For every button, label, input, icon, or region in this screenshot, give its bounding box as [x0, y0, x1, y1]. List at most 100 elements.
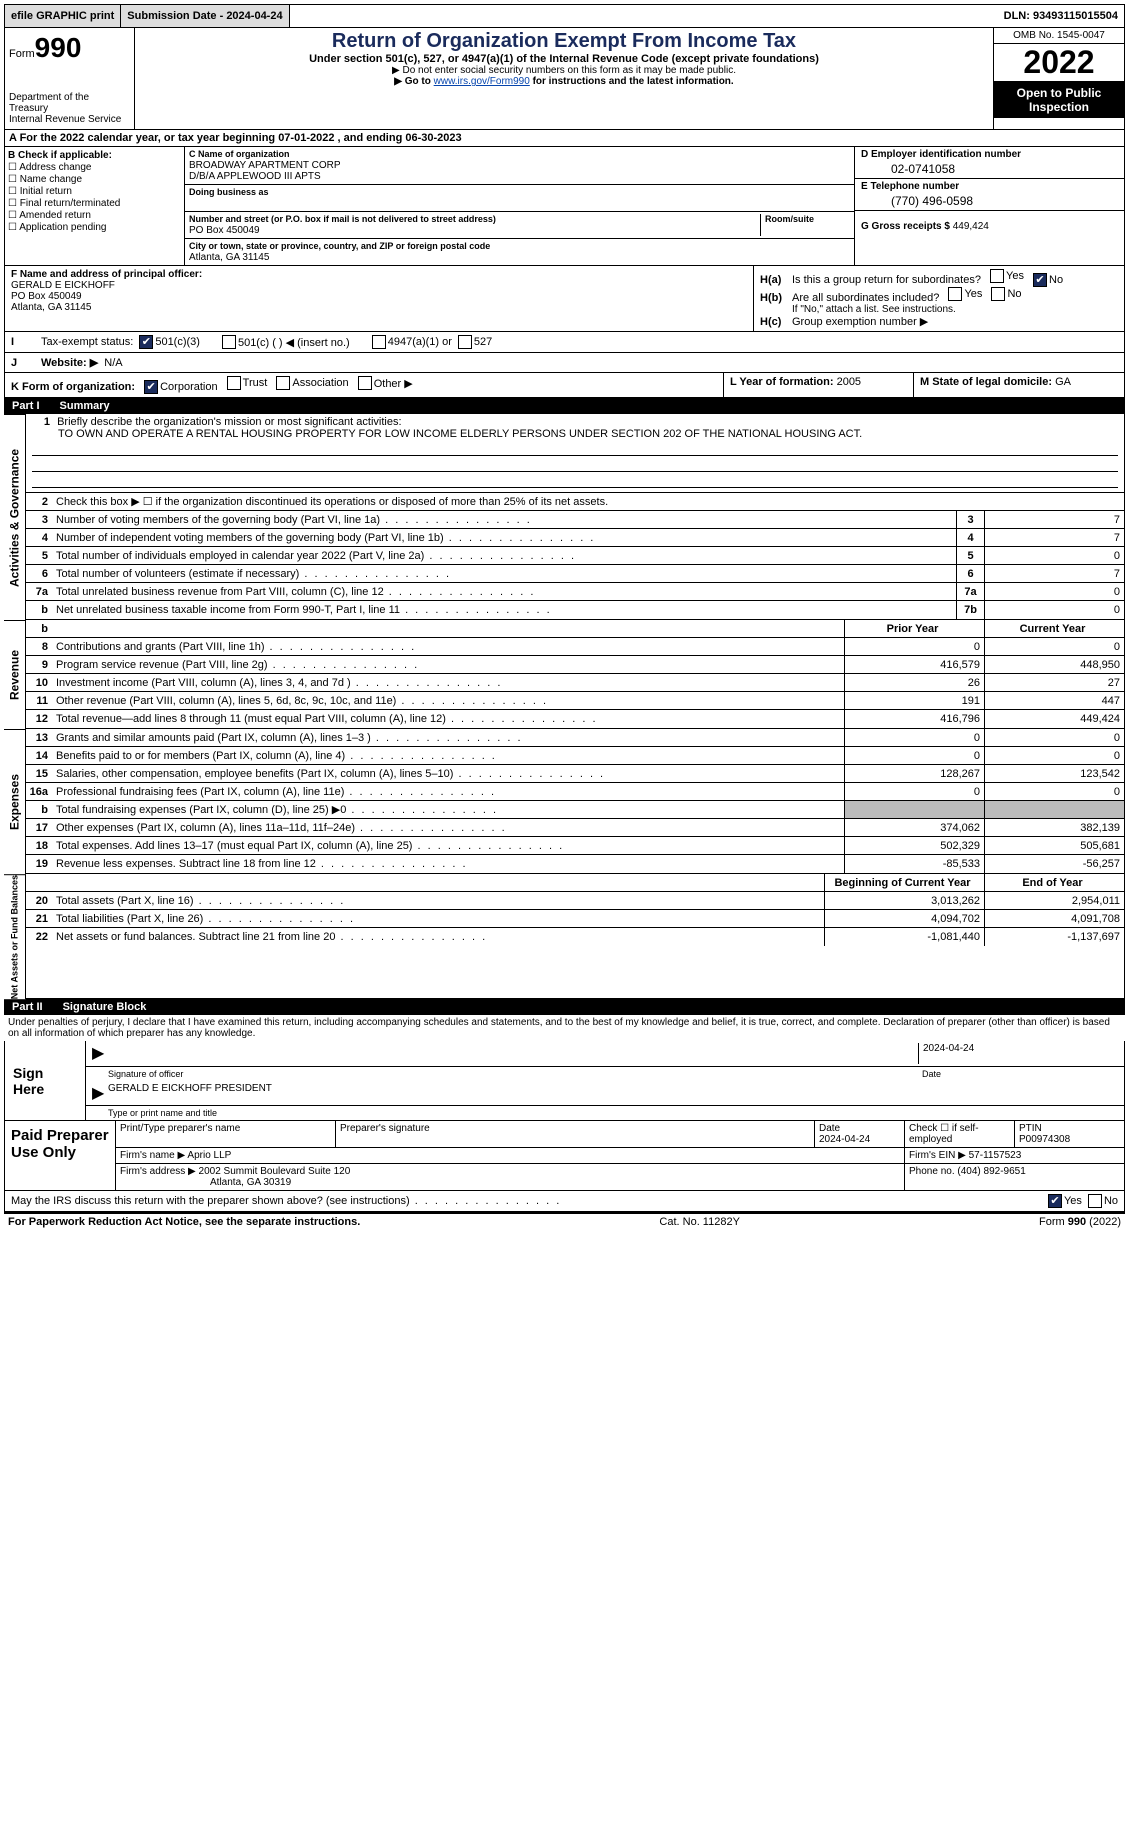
cb-other[interactable]: Other ▶: [356, 376, 413, 390]
cb-address-change[interactable]: ☐ Address change: [8, 162, 181, 173]
firm-addr1: 2002 Summit Boulevard Suite 120: [199, 1166, 351, 1177]
org-dba-name: D/B/A APPLEWOOD III APTS: [189, 171, 321, 182]
discuss-no[interactable]: No: [1086, 1194, 1118, 1208]
cb-corp[interactable]: ✔Corporation: [142, 380, 217, 394]
state-domicile: GA: [1055, 376, 1071, 388]
gross-receipts-value: 449,424: [953, 221, 989, 232]
phone-value: (770) 496-0598: [861, 192, 1118, 208]
omb-number: OMB No. 1545-0047: [994, 28, 1124, 44]
cb-app-pending[interactable]: ☐ Application pending: [8, 222, 181, 233]
open-inspection: Open to Public Inspection: [994, 82, 1124, 118]
data-row: 21 Total liabilities (Part X, line 26) 4…: [26, 910, 1124, 928]
form-number: Form990: [9, 32, 130, 64]
hdr-end: End of Year: [984, 874, 1124, 891]
data-row: 8 Contributions and grants (Part VIII, l…: [26, 638, 1124, 656]
paid-preparer-label: Paid Preparer Use Only: [5, 1121, 115, 1190]
dept-treasury: Department of the Treasury: [9, 92, 130, 114]
data-row: 17 Other expenses (Part IX, column (A), …: [26, 819, 1124, 837]
sig-officer-label: Signature of officer: [108, 1069, 918, 1079]
room-label: Room/suite: [765, 214, 814, 224]
prep-date: 2024-04-24: [819, 1134, 870, 1145]
sign-here-label: Sign Here: [5, 1041, 85, 1120]
officer-signed-name: GERALD E EICKHOFF PRESIDENT: [108, 1083, 272, 1103]
irs-label: Internal Revenue Service: [9, 114, 130, 125]
data-row: 22 Net assets or fund balances. Subtract…: [26, 928, 1124, 946]
top-bar: efile GRAPHIC print Submission Date - 20…: [4, 4, 1125, 28]
firm-phone: (404) 892-9651: [957, 1166, 1025, 1177]
officer-name: GERALD E EICKHOFF: [11, 280, 115, 291]
irs-link[interactable]: www.irs.gov/Form990: [434, 76, 530, 87]
hdr-curr: Current Year: [984, 620, 1124, 637]
cb-name-change[interactable]: ☐ Name change: [8, 174, 181, 185]
ein-value: 02-0741058: [861, 160, 1118, 176]
form-header: Form990 Department of the Treasury Inter…: [4, 28, 1125, 130]
cb-initial-return[interactable]: ☐ Initial return: [8, 186, 181, 197]
dba-label: Doing business as: [189, 187, 269, 197]
hdr-beginning: Beginning of Current Year: [824, 874, 984, 891]
side-governance: Activities & Governance: [4, 414, 26, 620]
gov-row: 6 Total number of volunteers (estimate i…: [26, 565, 1124, 583]
cb-assoc[interactable]: Association: [274, 376, 348, 390]
cb-4947[interactable]: 4947(a)(1) or: [370, 335, 452, 349]
year-formation: 2005: [837, 376, 861, 388]
dln: DLN: 93493115015504: [998, 5, 1124, 27]
gross-receipts-label: G Gross receipts $: [861, 221, 950, 232]
hb-note: If "No," attach a list. See instructions…: [760, 304, 1118, 315]
efile-button[interactable]: efile GRAPHIC print: [5, 5, 121, 27]
side-netassets: Net Assets or Fund Balances: [4, 874, 26, 999]
cb-trust[interactable]: Trust: [225, 376, 268, 390]
self-employed-check[interactable]: Check ☐ if self-employed: [904, 1121, 1014, 1147]
part1-header: Part ISummary: [4, 398, 1125, 414]
arrow-icon: ▶: [92, 1083, 108, 1103]
irs-discuss: May the IRS discuss this return with the…: [11, 1195, 561, 1207]
cb-amended[interactable]: ☐ Amended return: [8, 210, 181, 221]
data-row: 20 Total assets (Part X, line 16) 3,013,…: [26, 892, 1124, 910]
discuss-yes[interactable]: ✔Yes: [1046, 1194, 1082, 1208]
hc-label: Group exemption number ▶: [792, 316, 928, 328]
klm-row: K Form of organization: ✔Corporation Tru…: [4, 373, 1125, 398]
cb-527[interactable]: 527: [456, 335, 492, 349]
side-expenses: Expenses: [4, 729, 26, 874]
ha-no[interactable]: ✔No: [1031, 273, 1063, 287]
org-name-label: C Name of organization: [189, 149, 290, 159]
org-name: BROADWAY APARTMENT CORP: [189, 160, 341, 171]
tax-status-row: ITax-exempt status: ✔501(c)(3) 501(c) ( …: [4, 332, 1125, 353]
side-revenue: Revenue: [4, 620, 26, 729]
data-row: 16a Professional fundraising fees (Part …: [26, 783, 1124, 801]
gov-row: 3 Number of voting members of the govern…: [26, 511, 1124, 529]
data-row: 9 Program service revenue (Part VIII, li…: [26, 656, 1124, 674]
mission-text: TO OWN AND OPERATE A RENTAL HOUSING PROP…: [32, 428, 862, 440]
hdr-prior: Prior Year: [844, 620, 984, 637]
form-title: Return of Organization Exempt From Incom…: [137, 30, 991, 53]
goto-note: ▶ Go to www.irs.gov/Form990 for instruct…: [137, 76, 991, 87]
city-state-zip: Atlanta, GA 31145: [189, 252, 269, 263]
hb-yes[interactable]: Yes: [946, 287, 982, 301]
mission-label: Briefly describe the organization's miss…: [57, 416, 401, 428]
street-label: Number and street (or P.O. box if mail i…: [189, 214, 496, 224]
officer-addr2: Atlanta, GA 31145: [11, 302, 91, 313]
data-row: 19 Revenue less expenses. Subtract line …: [26, 855, 1124, 873]
sig-date-label: Date: [918, 1069, 1118, 1079]
line2-text: Check this box ▶ ☐ if the organization d…: [54, 494, 1124, 509]
gov-row: 5 Total number of individuals employed i…: [26, 547, 1124, 565]
cb-501c3[interactable]: ✔501(c)(3): [137, 335, 200, 349]
data-row: 18 Total expenses. Add lines 13–17 (must…: [26, 837, 1124, 855]
submission-date: Submission Date - 2024-04-24: [121, 5, 289, 27]
ha-label: Is this a group return for subordinates?: [792, 274, 981, 286]
ssn-note: ▶ Do not enter social security numbers o…: [137, 65, 991, 76]
tax-year: 2022: [994, 44, 1124, 82]
ha-yes[interactable]: Yes: [988, 269, 1024, 283]
firm-ein: 57-1157523: [969, 1150, 1022, 1161]
ptin-value: P00974308: [1019, 1134, 1070, 1145]
cb-501c[interactable]: 501(c) ( ) ◀ (insert no.): [220, 335, 350, 349]
data-row: 14 Benefits paid to or for members (Part…: [26, 747, 1124, 765]
penalty-text: Under penalties of perjury, I declare th…: [4, 1015, 1125, 1041]
type-name-label: Type or print name and title: [108, 1108, 217, 1118]
hb-no[interactable]: No: [989, 287, 1021, 301]
street-address: PO Box 450049: [189, 225, 260, 236]
cb-final-return[interactable]: ☐ Final return/terminated: [8, 198, 181, 209]
website-value: N/A: [104, 357, 122, 369]
gov-row: 4 Number of independent voting members o…: [26, 529, 1124, 547]
data-row: 12 Total revenue—add lines 8 through 11 …: [26, 710, 1124, 728]
form-subtitle: Under section 501(c), 527, or 4947(a)(1)…: [137, 53, 991, 65]
